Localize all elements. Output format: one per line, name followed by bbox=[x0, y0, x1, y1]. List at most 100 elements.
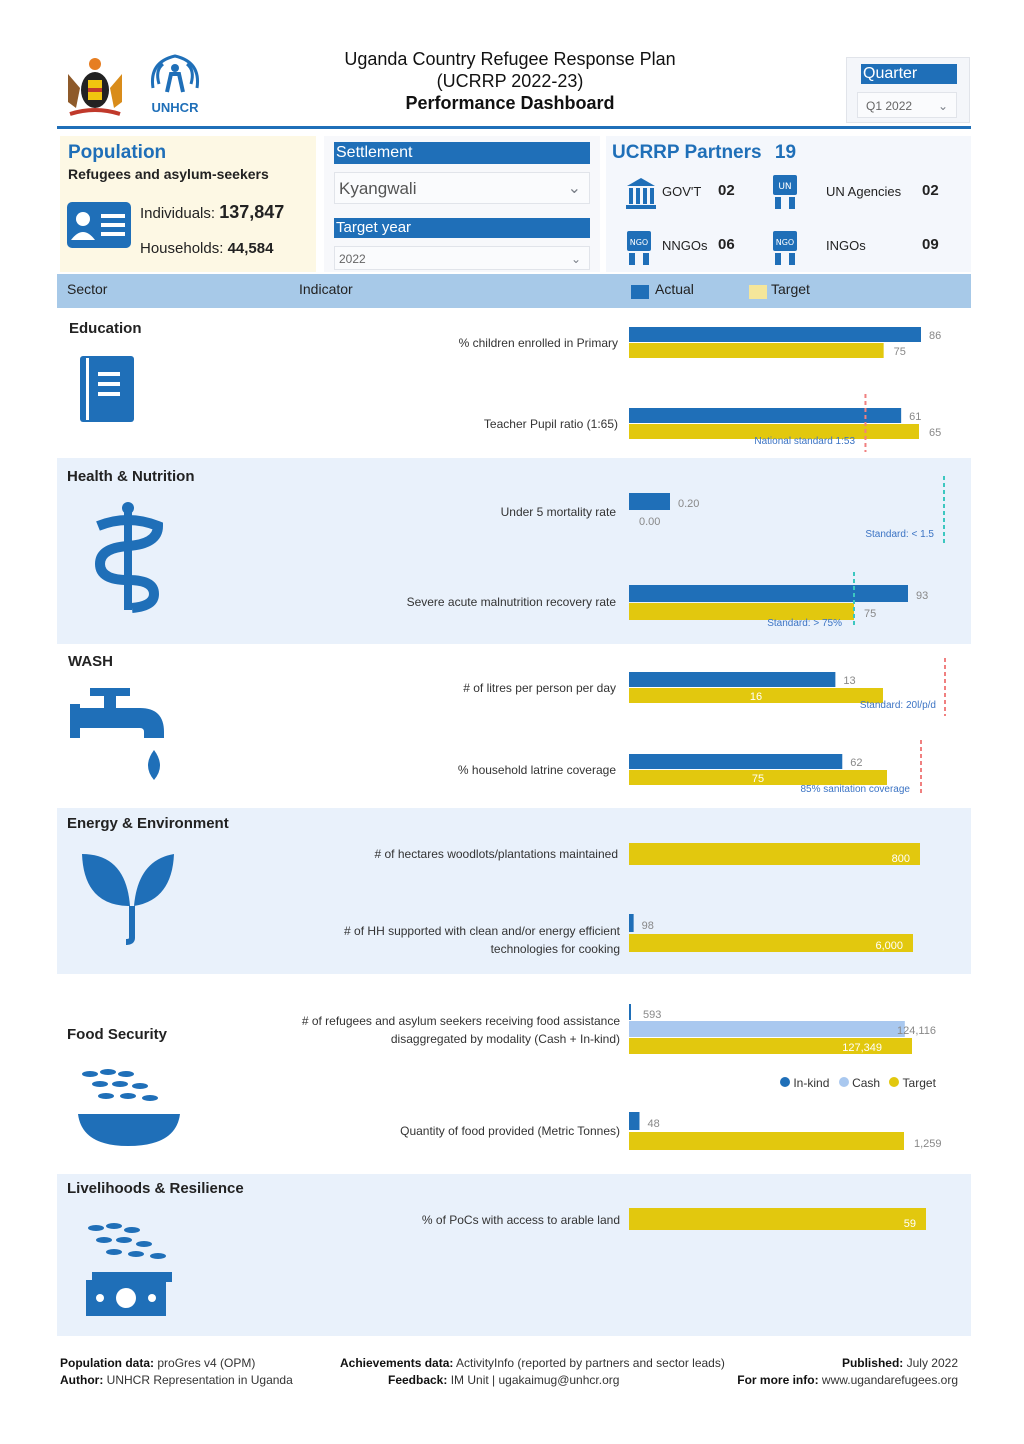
chevron-down-icon: ⌄ bbox=[570, 252, 581, 266]
actual-value-label: 61 bbox=[909, 411, 921, 423]
pop-data-value: proGres v4 (OPM) bbox=[157, 1356, 256, 1370]
footer-col-3: Published: July 2022 For more info: www.… bbox=[700, 1356, 958, 1387]
page-title: Uganda Country Refugee Response Plan (UC… bbox=[300, 48, 720, 114]
cash-legend-label: Cash bbox=[852, 1076, 881, 1090]
indicator-label: Severe acute malnutrition recovery rate bbox=[406, 595, 616, 609]
sector-food: Food Security bbox=[67, 1026, 168, 1043]
settlement-select[interactable]: Kyangwali ⌄ bbox=[334, 172, 590, 204]
unhcr-logo-label: UNHCR bbox=[151, 100, 199, 115]
achievements-value: ActivityInfo (reported by partners and s… bbox=[456, 1356, 725, 1370]
cash-bar bbox=[629, 1021, 905, 1037]
actual-value-label: 13 bbox=[843, 675, 855, 687]
chevron-down-icon: ⌄ bbox=[937, 99, 948, 113]
sector-wash: WASH bbox=[68, 653, 113, 670]
settlement-header-label: Settlement bbox=[336, 144, 413, 161]
ingo-icon: NGO bbox=[772, 230, 798, 266]
standard-label: National standard 1:53 bbox=[754, 436, 855, 447]
pop-data-label: Population data: bbox=[60, 1356, 154, 1370]
title-line-3: Performance Dashboard bbox=[405, 93, 615, 113]
header-divider bbox=[57, 126, 971, 129]
food-bowl-icon bbox=[76, 1064, 182, 1148]
target-legend-dot bbox=[889, 1077, 900, 1087]
settlement-value: Kyangwali bbox=[339, 179, 417, 198]
individuals-value: 137,847 bbox=[219, 202, 285, 222]
indicator-label: Quantity of food provided (Metric Tonnes… bbox=[400, 1124, 620, 1138]
published-value: July 2022 bbox=[906, 1356, 958, 1370]
actual-value-label: 48 bbox=[647, 1118, 659, 1130]
actual-bar bbox=[629, 672, 836, 687]
published-label: Published: bbox=[841, 1356, 904, 1370]
target-year-header-label: Target year bbox=[336, 219, 412, 236]
indicator-label: % household latrine coverage bbox=[457, 763, 616, 777]
target-bar bbox=[629, 688, 883, 703]
sector-energy: Energy & Environment bbox=[67, 815, 229, 832]
target-bar bbox=[629, 343, 884, 358]
partners-title: UCRRP Partners bbox=[612, 142, 762, 163]
indicator-label: # of hectares woodlots/plantations maint… bbox=[374, 847, 619, 861]
population-panel: Population Refugees and asylum-seekers I… bbox=[60, 136, 316, 272]
population-subtitle: Refugees and asylum-seekers bbox=[68, 166, 269, 182]
govt-value: 02 bbox=[718, 182, 735, 199]
title-line-1: Uganda Country Refugee Response Plan bbox=[344, 49, 676, 69]
more-info-link[interactable]: www.ugandarefugees.org bbox=[821, 1373, 958, 1387]
target-value-label: 75 bbox=[894, 346, 906, 358]
target-value-label: 16 bbox=[750, 691, 762, 703]
title-line-2: (UCRRP 2022-23) bbox=[436, 71, 584, 91]
indicator-label: Under 5 mortality rate bbox=[500, 505, 616, 519]
target-value-label: 1,259 bbox=[914, 1138, 942, 1150]
quarter-header-label: Quarter bbox=[863, 65, 918, 82]
food-legend: In-kind Cash Target bbox=[780, 1076, 936, 1090]
actual-legend-label: Actual bbox=[655, 281, 694, 297]
un-agencies-value: 02 bbox=[922, 182, 939, 199]
actual-bar bbox=[629, 327, 921, 342]
un-agencies-label: UN Agencies bbox=[826, 184, 902, 199]
livelihoods-section-bg bbox=[57, 1174, 971, 1336]
svg-text:UN: UN bbox=[778, 182, 791, 192]
book-icon bbox=[78, 354, 136, 424]
plant-leaves-icon bbox=[80, 850, 176, 946]
actual-bar bbox=[629, 754, 843, 769]
nngos-label: NNGOs bbox=[662, 238, 708, 253]
quarter-filter[interactable]: Quarter Q1 2022 ⌄ bbox=[846, 57, 970, 123]
chevron-down-icon: ⌄ bbox=[567, 180, 581, 197]
indicator-label: % of PoCs with access to arable land bbox=[421, 1213, 620, 1227]
target-bar bbox=[629, 770, 887, 785]
individuals-label: Individuals: bbox=[140, 205, 216, 222]
unhcr-logo-icon: UNHCR bbox=[145, 52, 205, 122]
sector-livelihoods: Livelihoods & Resilience bbox=[67, 1180, 244, 1197]
target-legend-label: Target bbox=[771, 281, 810, 297]
feedback-value[interactable]: IM Unit | ugakaimug@unhcr.org bbox=[450, 1373, 620, 1387]
sector-health: Health & Nutrition bbox=[67, 468, 195, 485]
footer-col-2: Achievements data: ActivityInfo (reporte… bbox=[340, 1356, 725, 1387]
quarter-select[interactable]: Q1 2022 ⌄ bbox=[857, 92, 957, 118]
svg-text:NGO: NGO bbox=[776, 238, 794, 247]
target-value-label: 127,349 bbox=[842, 1042, 882, 1054]
footer-col-1: Population data: proGres v4 (OPM) Author… bbox=[60, 1356, 293, 1387]
settlement-filter-header: Settlement bbox=[334, 142, 590, 164]
target-year-filter-header: Target year bbox=[334, 218, 590, 238]
cash-legend-dot bbox=[838, 1077, 849, 1087]
nngos-value: 06 bbox=[718, 236, 735, 253]
target-bar bbox=[629, 1132, 904, 1150]
actual-value-label: 62 bbox=[850, 757, 862, 769]
target-year-value: 2022 bbox=[339, 252, 366, 266]
indicator-label: % children enrolled in Primary bbox=[458, 336, 618, 350]
target-year-select[interactable]: 2022 ⌄ bbox=[334, 246, 590, 270]
target-bar bbox=[629, 1038, 912, 1054]
sector-column-header: Sector bbox=[67, 281, 108, 297]
ingos-label: INGOs bbox=[826, 238, 866, 253]
quarter-value: Q1 2022 bbox=[866, 99, 913, 113]
partners-total: 19 bbox=[774, 142, 797, 163]
target-legend-label-food: Target bbox=[902, 1076, 936, 1090]
author-value: UNHCR Representation in Uganda bbox=[106, 1373, 293, 1387]
svg-text:NGO: NGO bbox=[630, 238, 648, 247]
actual-bar bbox=[629, 408, 902, 423]
standard-label: 85% sanitation coverage bbox=[800, 784, 910, 795]
indicator-column-header: Indicator bbox=[299, 281, 353, 297]
population-title: Population bbox=[68, 142, 167, 163]
table-header: Sector Indicator Actual Target bbox=[57, 274, 971, 308]
target-value-label: 65 bbox=[929, 427, 941, 439]
author-label: Author: bbox=[60, 1373, 104, 1387]
settlement-filter[interactable]: Settlement Kyangwali ⌄ Target year 2022 … bbox=[324, 136, 600, 272]
inkind-bar bbox=[629, 1004, 631, 1020]
